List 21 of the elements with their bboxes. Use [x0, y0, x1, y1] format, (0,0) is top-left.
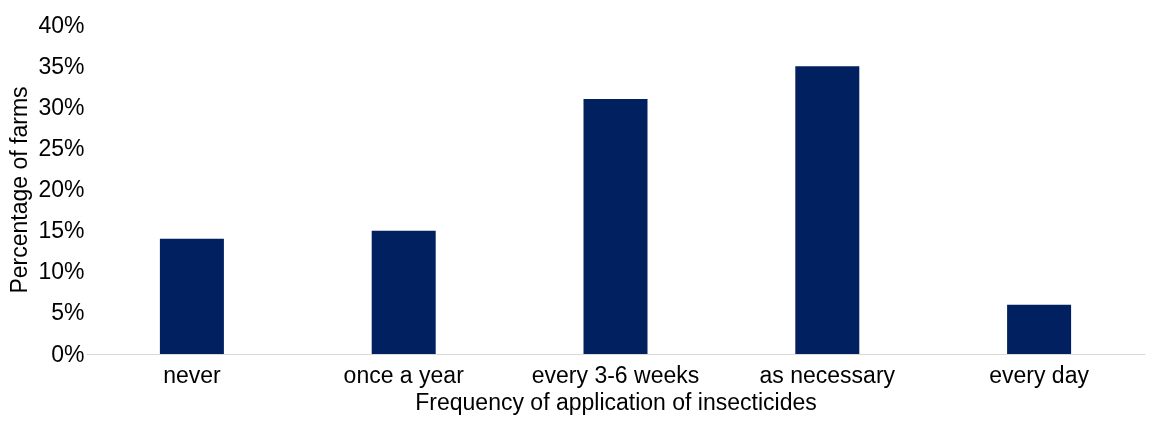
y-tick-label: 5%	[51, 299, 85, 326]
x-tick-label: as necessary	[759, 361, 896, 388]
y-tick-label: 0%	[51, 340, 85, 367]
y-tick-label: 30%	[38, 93, 85, 120]
y-tick-label: 10%	[38, 258, 85, 285]
x-tick-label: every 3-6 weeks	[531, 361, 700, 388]
x-tick-label: never	[163, 361, 221, 388]
y-tick-label: 25%	[38, 134, 85, 161]
bar	[159, 238, 224, 354]
bar	[1007, 304, 1072, 354]
y-tick-label: 20%	[38, 176, 85, 202]
y-tick-label: 40%	[38, 11, 85, 38]
bar	[795, 66, 860, 354]
x-axis-title: Frequency of application of insecticides	[415, 388, 817, 415]
y-tick-label: 35%	[38, 52, 85, 79]
y-tick-label: 15%	[38, 217, 85, 244]
x-tick-label: once a year	[343, 361, 465, 388]
bar	[583, 99, 648, 354]
x-tick-label: every day	[989, 361, 1090, 388]
bar	[371, 230, 436, 354]
y-axis-title: Percentage of farms	[6, 86, 33, 294]
